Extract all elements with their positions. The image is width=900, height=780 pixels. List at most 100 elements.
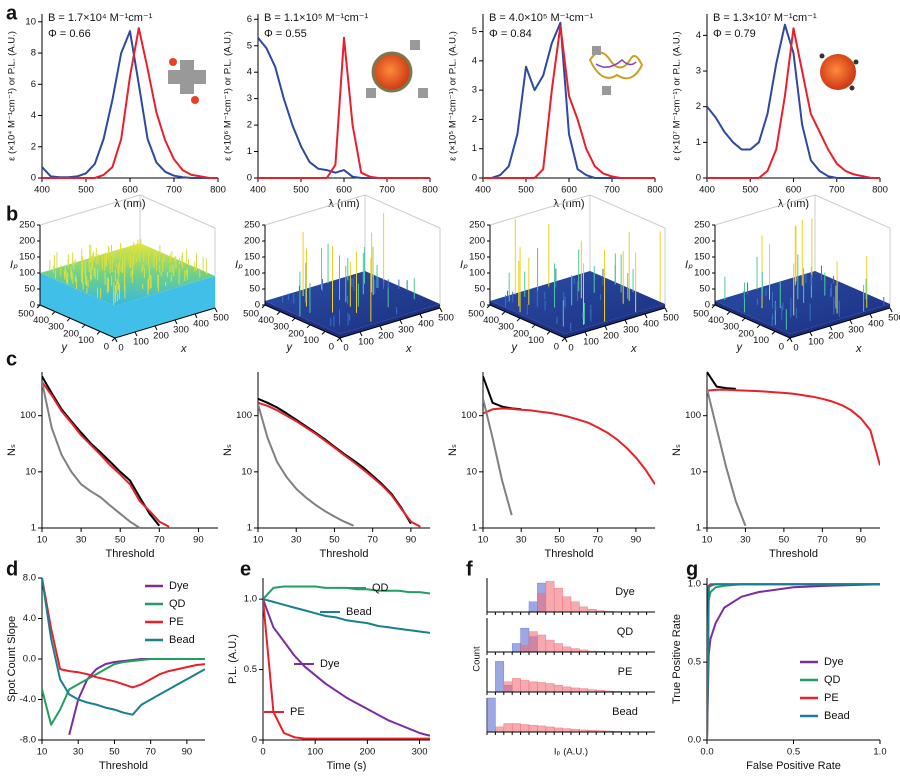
x-tick-label: 70 bbox=[154, 535, 165, 546]
y-tick bbox=[486, 304, 491, 309]
bar bbox=[520, 724, 530, 733]
y-tick-label: 100 bbox=[685, 410, 701, 421]
x-tick-label: 600 bbox=[122, 185, 138, 196]
y-axis-label: ε (×10⁶ M⁻¹cm⁻¹) or P.L. (A.U.) bbox=[223, 31, 234, 161]
y-tick-label: 400 bbox=[708, 315, 724, 326]
y-tick-label: 0.0 bbox=[688, 735, 701, 746]
y-tick-label: 4.0 bbox=[23, 613, 36, 624]
qd-ligand bbox=[410, 40, 420, 50]
x-tick-label: 400 bbox=[193, 319, 209, 330]
x-tick-label: 100 bbox=[358, 337, 374, 348]
series-line bbox=[707, 583, 880, 741]
bar bbox=[570, 687, 580, 693]
annotation: Φ = 0.55 bbox=[264, 28, 307, 40]
y-tick bbox=[291, 317, 296, 322]
y-tick-label: 1 bbox=[31, 523, 36, 534]
x-tick-label: 0.0 bbox=[700, 747, 713, 758]
panel-label: d bbox=[6, 558, 18, 580]
bar bbox=[520, 644, 530, 653]
back-edge bbox=[139, 194, 216, 229]
y-tick bbox=[321, 331, 326, 335]
series-line bbox=[707, 583, 880, 741]
x-tick-label: 500 bbox=[78, 185, 94, 196]
x-tick-label: 90 bbox=[855, 535, 866, 546]
y-tick-label: 0 bbox=[247, 173, 252, 184]
series-line bbox=[258, 401, 421, 528]
z-tick-label: 200 bbox=[244, 236, 260, 247]
series-line bbox=[483, 21, 655, 179]
x-tick-label: 400 bbox=[475, 185, 491, 196]
x-tick bbox=[584, 331, 588, 337]
x-tick-label: 30 bbox=[291, 535, 302, 546]
y-tick-label: 500 bbox=[468, 309, 484, 320]
y-tick bbox=[726, 311, 731, 315]
bar bbox=[545, 726, 555, 733]
back-edge bbox=[264, 194, 366, 226]
surface bbox=[715, 271, 890, 334]
series-line bbox=[707, 23, 880, 179]
x-tick bbox=[849, 319, 853, 325]
z-axis-label: Iₚ bbox=[685, 259, 693, 271]
x-tick-label: 50 bbox=[109, 747, 120, 758]
bead-shape bbox=[820, 54, 856, 90]
y-tick-label: 400 bbox=[33, 315, 49, 326]
y-tick-label: 300 bbox=[48, 322, 64, 333]
x-tick-label: 0 bbox=[343, 343, 348, 354]
x-tick-label: 90 bbox=[631, 535, 642, 546]
x-tick-label: 200 bbox=[378, 331, 394, 342]
panel-label: g bbox=[686, 558, 698, 580]
y-tick-label: 5 bbox=[247, 40, 252, 51]
x-axis-label: Threshold bbox=[99, 760, 148, 772]
x-axis-label: λ (nm) bbox=[328, 198, 359, 210]
series-line bbox=[707, 27, 880, 179]
pe-shape bbox=[595, 58, 637, 68]
y-axis-label: True Positive Rate bbox=[671, 614, 683, 704]
x-tick-label: 30 bbox=[740, 535, 751, 546]
bar bbox=[528, 724, 538, 733]
y-tick-label: 1 bbox=[696, 523, 701, 534]
y-tick bbox=[336, 337, 341, 342]
x-tick bbox=[134, 331, 138, 337]
x-tick-label: 600 bbox=[786, 185, 802, 196]
y-axis-label: ε (×10⁵ M⁻¹cm⁻¹) or P.L. (A.U.) bbox=[448, 31, 459, 161]
x-tick-label: 100 bbox=[133, 337, 149, 348]
y-tick bbox=[96, 331, 101, 335]
bar bbox=[570, 601, 580, 613]
x-tick-label: 200 bbox=[359, 747, 375, 758]
y-axis-label: Nₛ bbox=[671, 444, 683, 456]
y-tick bbox=[261, 304, 266, 309]
legend-label: Dye bbox=[169, 580, 189, 592]
bar bbox=[511, 643, 521, 653]
bar bbox=[495, 661, 505, 693]
z-axis-label: Iₚ bbox=[460, 259, 468, 271]
z-tick-label: 200 bbox=[469, 236, 485, 247]
x-tick bbox=[789, 337, 793, 343]
y-tick bbox=[741, 317, 746, 322]
series-line bbox=[707, 583, 880, 741]
x-tick bbox=[399, 319, 403, 325]
pe-ligand bbox=[592, 46, 601, 55]
qd-ligand bbox=[366, 88, 376, 98]
y-tick bbox=[276, 311, 281, 315]
y-tick-label: 100 bbox=[236, 410, 252, 421]
bar bbox=[553, 587, 563, 613]
x-axis-label: x bbox=[405, 343, 412, 355]
y-tick-label: 500 bbox=[18, 309, 34, 320]
z-tick-label: 100 bbox=[19, 268, 35, 279]
bar bbox=[553, 684, 563, 693]
x-tick-label: 90 bbox=[182, 747, 193, 758]
x-tick-label: 300 bbox=[412, 747, 428, 758]
y-tick-label: 4 bbox=[31, 110, 36, 121]
x-tick bbox=[829, 325, 833, 331]
legend-label: PE bbox=[169, 616, 184, 628]
back-edge bbox=[364, 194, 441, 229]
x-tick-label: 100 bbox=[307, 747, 323, 758]
y-axis-label: Count bbox=[472, 646, 483, 672]
y-axis-label: P.L. (A.U.) bbox=[227, 634, 239, 684]
y-axis-label: Nₛ bbox=[447, 444, 459, 456]
annotation: Φ = 0.84 bbox=[489, 28, 532, 40]
y-tick bbox=[516, 317, 521, 322]
x-tick-label: 200 bbox=[153, 331, 169, 342]
series-line bbox=[263, 598, 430, 634]
x-tick bbox=[419, 313, 423, 319]
